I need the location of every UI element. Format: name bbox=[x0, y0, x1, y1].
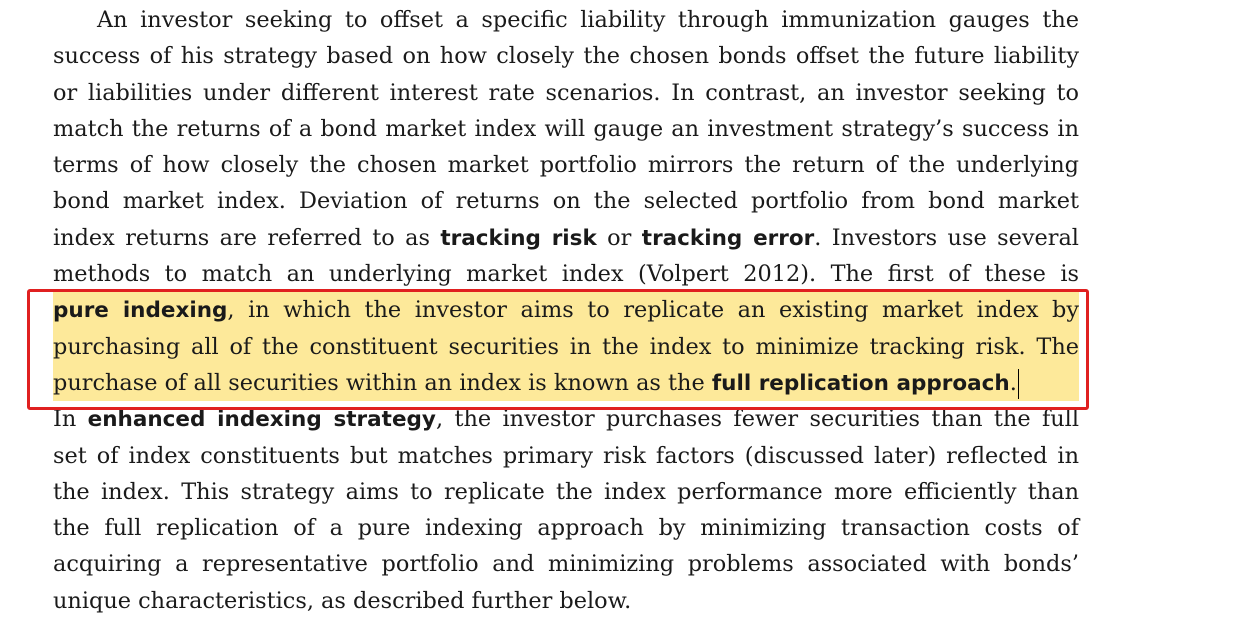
term-enhanced-indexing-strategy: enhanced indexing strategy bbox=[87, 407, 436, 433]
text-line-7: index returns are referred to as trackin… bbox=[53, 224, 1079, 251]
text-cursor bbox=[1017, 368, 1019, 399]
highlighted-line-1[interactable]: pure indexing, in which the investor aim… bbox=[53, 292, 1079, 329]
text-line-4: match the returns of a bond market index… bbox=[53, 115, 1079, 142]
text-line-1: An investor seeking to offset a specific… bbox=[97, 7, 1079, 33]
term-tracking-error: tracking error bbox=[641, 225, 815, 251]
text-line-17: unique characteristics, as described fur… bbox=[53, 587, 632, 614]
text-line-5: terms of how closely the chosen market p… bbox=[53, 152, 1079, 179]
text-line-2: success of his strategy based on how clo… bbox=[53, 43, 1079, 70]
text-line-15: the full replication of a pure indexing … bbox=[53, 515, 1079, 542]
highlighted-line-2[interactable]: purchasing all of the constituent securi… bbox=[53, 328, 1079, 365]
text-line-12: In enhanced indexing strategy, the inves… bbox=[53, 406, 1079, 433]
text-line-8: methods to match an underlying market in… bbox=[53, 261, 1079, 288]
term-full-replication-approach: full replication approach bbox=[711, 370, 1010, 396]
text-line-16: acquiring a representative portfolio and… bbox=[53, 551, 1079, 578]
paragraph: An investor seeking to offset a specific… bbox=[53, 2, 1079, 619]
text-line-13: set of index constituents but matches pr… bbox=[53, 442, 1079, 469]
text-line-14: the index. This strategy aims to replica… bbox=[53, 478, 1079, 505]
text-line-6: bond market index. Deviation of returns … bbox=[53, 188, 1079, 215]
text-line-3: or liabilities under different interest … bbox=[53, 79, 1079, 106]
highlighted-line-3[interactable]: purchase of all securities within an ind… bbox=[53, 364, 1079, 402]
term-pure-indexing: pure indexing bbox=[53, 298, 228, 324]
term-tracking-risk: tracking risk bbox=[440, 225, 597, 251]
